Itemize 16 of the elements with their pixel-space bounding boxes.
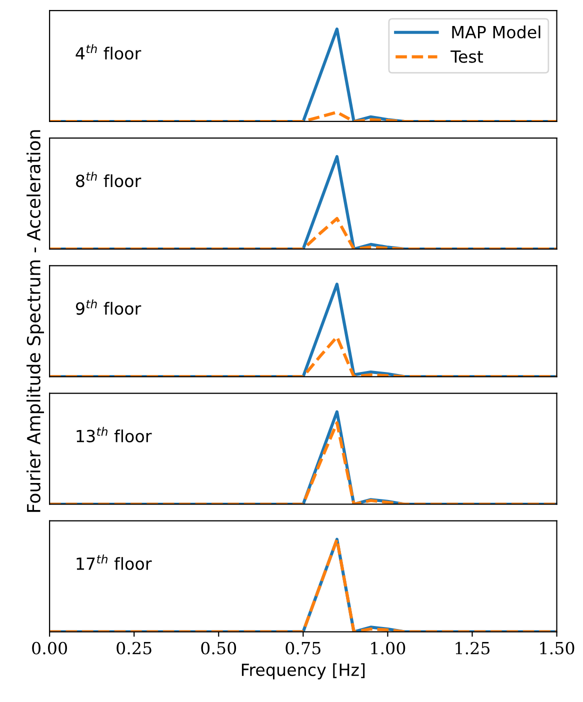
annotation: 9$^{th}$ floor	[76, 299, 142, 315]
x-tick-label: 0.75	[286, 642, 320, 654]
x-tick-label: 1.50	[540, 642, 574, 654]
x-tick-label: 0.50	[201, 642, 236, 654]
x-tick-label: 1.00	[371, 642, 406, 654]
y-axis-title: Fourier Amplitude Spectrum - Acceleration	[26, 130, 44, 512]
legend-label: MAP Model	[452, 26, 540, 38]
annotation: 8$^{th}$ floor	[76, 172, 142, 188]
annotation: 4$^{th}$ floor	[76, 44, 142, 60]
annotation: 13$^{th}$ floor	[76, 426, 152, 442]
x-tick-label: 1.25	[456, 642, 490, 654]
x-axis-title: Frequency [Hz]	[242, 663, 365, 680]
annotation: 17$^{th}$ floor	[76, 554, 152, 570]
x-tick-label: 0.25	[116, 642, 152, 654]
x-tick-label: 0.00	[32, 642, 68, 654]
legend-label: Test	[450, 50, 484, 63]
